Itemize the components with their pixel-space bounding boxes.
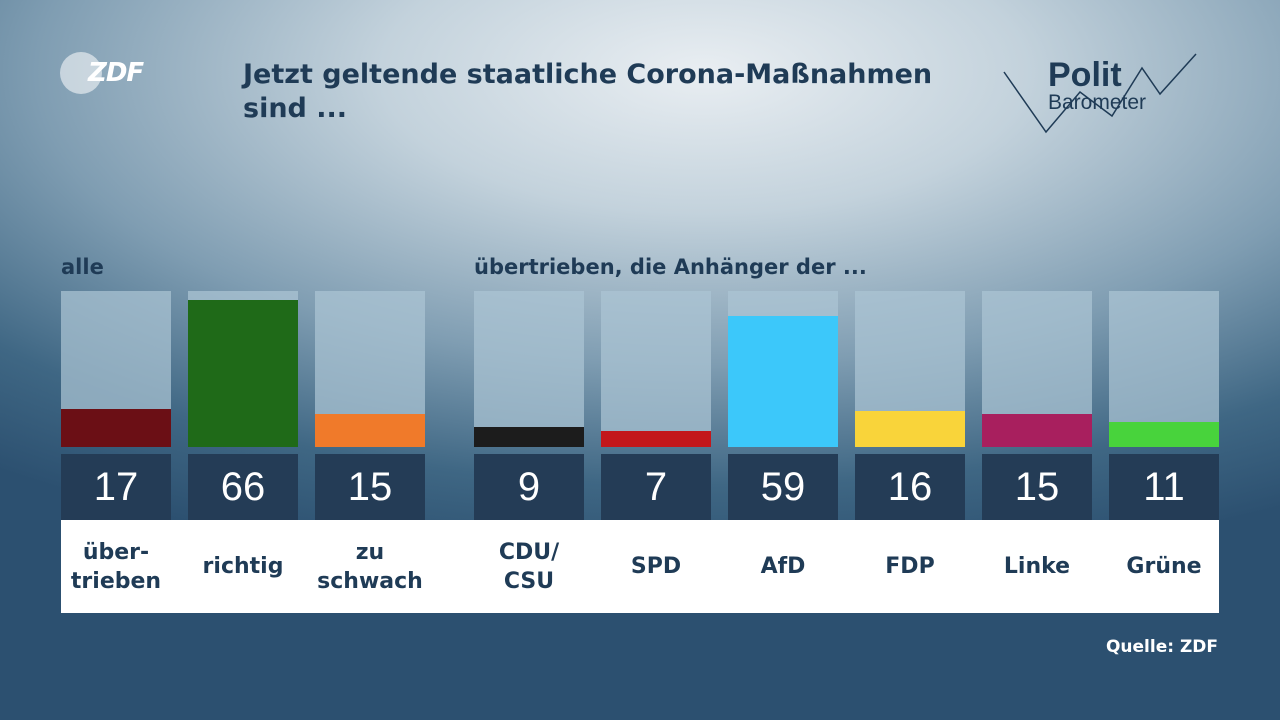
- bar-track-richtig: [188, 291, 298, 447]
- category-label-strip: [61, 520, 1219, 613]
- category-label-cdu-csu: CDU/ CSU: [498, 539, 560, 594]
- bar-track-linke: [982, 291, 1092, 447]
- value-label-richtig: 66: [188, 454, 298, 520]
- bar-fdp: [855, 411, 965, 447]
- group-label-alle: alle: [61, 255, 104, 279]
- zdf-logo: ZDF: [60, 52, 146, 96]
- bar-zuschwach: [315, 414, 425, 447]
- politbarometer-line1: Polit: [1048, 56, 1122, 94]
- bar-track-zuschwach: [315, 291, 425, 447]
- source-note: Quelle: ZDF: [1105, 637, 1218, 657]
- value-label-cdu-csu: 9: [474, 454, 584, 520]
- category-label-richtig: richtig: [202, 554, 284, 579]
- category-label-über-trieben: über- trieben: [70, 539, 162, 594]
- category-label-grüne: Grüne: [1126, 554, 1202, 579]
- bar-track-spd: [601, 291, 711, 447]
- category-label-fdp: FDP: [885, 554, 935, 579]
- bar-richtig: [188, 300, 298, 447]
- value-label-linke: 15: [982, 454, 1092, 520]
- bar-grüne: [1109, 422, 1219, 447]
- bar-linke: [982, 414, 1092, 447]
- category-label-linke: Linke: [1003, 554, 1071, 579]
- group-label-parties: übertrieben, die Anhänger der ...: [474, 255, 867, 279]
- politbarometer-line2: Barometer: [1048, 91, 1147, 114]
- value-label-afd: 59: [728, 454, 838, 520]
- value-label-zuschwach: 15: [315, 454, 425, 520]
- category-label-zuschwach: zu schwach: [317, 539, 423, 594]
- zdf-logo-text: ZDF: [88, 58, 144, 88]
- bar-cdu-csu: [474, 427, 584, 447]
- category-label-afd: AfD: [760, 554, 806, 579]
- bar-spd: [601, 431, 711, 447]
- politbarometer-zigzag: [1003, 53, 1197, 134]
- bar-track-cdu-csu: [474, 291, 584, 447]
- value-label-spd: 7: [601, 454, 711, 520]
- bar-afd: [728, 316, 838, 447]
- category-label-spd: SPD: [630, 554, 682, 579]
- bar-track-fdp: [855, 291, 965, 447]
- bar-track-afd: [728, 291, 838, 447]
- politbarometer-logo: Polit Barometer: [1000, 48, 1200, 138]
- bar-track-über-trieben: [61, 291, 171, 447]
- value-label-über-trieben: 17: [61, 454, 171, 520]
- value-label-fdp: 16: [855, 454, 965, 520]
- value-label-grüne: 11: [1109, 454, 1219, 520]
- bar-über-trieben: [61, 409, 171, 447]
- chart-title: Jetzt geltende staatliche Corona-Maßnahm…: [243, 59, 933, 124]
- zdf-logo-disc: [60, 52, 102, 94]
- bar-track-grüne: [1109, 291, 1219, 447]
